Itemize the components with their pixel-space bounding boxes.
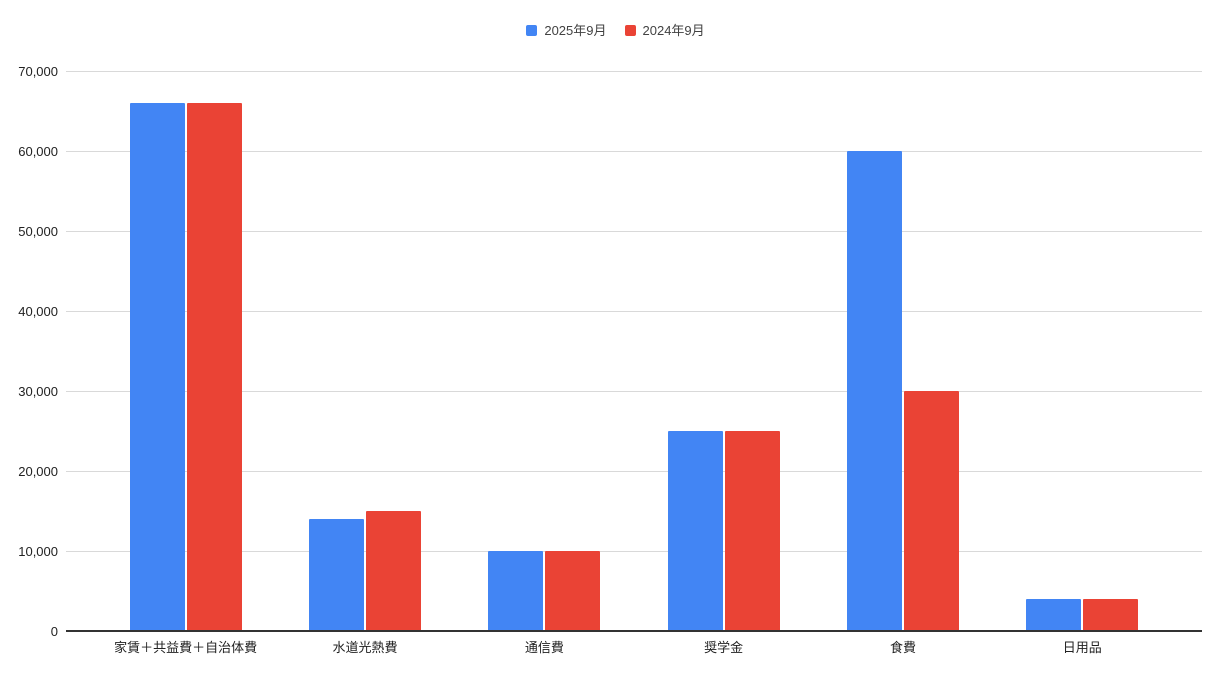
y-axis-tick-label: 70,000 bbox=[18, 64, 58, 79]
y-axis-tick-label: 30,000 bbox=[18, 384, 58, 399]
x-axis-category-label: 奨学金 bbox=[704, 640, 744, 655]
x-axis-category-label: 食費 bbox=[889, 640, 916, 655]
bar-group-家賃＋共益費＋自治体費 bbox=[96, 71, 275, 631]
plot-area bbox=[66, 71, 1202, 632]
bar-2025年9月-日用品[interactable] bbox=[1026, 599, 1082, 631]
bar-2024年9月-食費[interactable] bbox=[903, 391, 959, 631]
x-axis-category-label: 家賃＋共益費＋自治体費 bbox=[114, 640, 258, 655]
y-axis-tick-label: 20,000 bbox=[18, 464, 58, 479]
bar-group-水道光熱費 bbox=[275, 71, 454, 631]
bar-2024年9月-奨学金[interactable] bbox=[724, 431, 780, 631]
gridline-60,000 bbox=[66, 151, 1202, 152]
y-axis-tick-label: 50,000 bbox=[18, 224, 58, 239]
legend-swatch-icon bbox=[624, 25, 636, 36]
gridline-50,000 bbox=[66, 231, 1202, 232]
gridline-40,000 bbox=[66, 311, 1202, 312]
y-axis-tick-label: 10,000 bbox=[18, 544, 58, 559]
bar-2024年9月-通信費[interactable] bbox=[545, 551, 601, 631]
legend: 2025年9月 2024年9月 bbox=[0, 24, 1231, 37]
bar-group-通信費 bbox=[455, 71, 634, 631]
bar-2025年9月-奨学金[interactable] bbox=[667, 431, 723, 631]
legend-item-2025年9月: 2025年9月 bbox=[526, 23, 607, 38]
y-axis-tick-label: 60,000 bbox=[18, 144, 58, 159]
legend-item-2024年9月: 2024年9月 bbox=[624, 23, 705, 38]
x-axis-category-label: 通信費 bbox=[524, 640, 564, 655]
y-axis-tick-label: 40,000 bbox=[18, 304, 58, 319]
gridline-70,000 bbox=[66, 71, 1202, 72]
legend-swatch-icon bbox=[526, 25, 538, 36]
gridline-20,000 bbox=[66, 471, 1202, 472]
gridline-10,000 bbox=[66, 551, 1202, 552]
bar-group-日用品 bbox=[993, 71, 1172, 631]
x-axis-category-labels: 家賃＋共益費＋自治体費 水道光熱費 通信費 奨学金 食費 日用品 bbox=[66, 637, 1202, 656]
bar-group-奨学金 bbox=[634, 71, 813, 631]
gridline-30,000 bbox=[66, 391, 1202, 392]
bar-2025年9月-食費[interactable] bbox=[846, 151, 902, 631]
bar-groups bbox=[66, 71, 1202, 631]
legend-label: 2024年9月 bbox=[642, 23, 705, 38]
x-axis-category-label: 水道光熱費 bbox=[332, 640, 398, 655]
bar-2024年9月-日用品[interactable] bbox=[1083, 599, 1139, 631]
bar-group-食費 bbox=[813, 71, 992, 631]
bar-2025年9月-通信費[interactable] bbox=[488, 551, 544, 631]
bar-2024年9月-家賃＋共益費＋自治体費[interactable] bbox=[186, 103, 242, 631]
y-axis-tick-label: 0 bbox=[50, 624, 58, 639]
bar-2025年9月-家賃＋共益費＋自治体費[interactable] bbox=[129, 103, 185, 631]
legend-label: 2025年9月 bbox=[544, 23, 607, 38]
bar-2024年9月-水道光熱費[interactable] bbox=[365, 511, 421, 631]
x-axis-category-label: 日用品 bbox=[1062, 640, 1102, 655]
x-axis-line bbox=[66, 630, 1202, 632]
bar-2025年9月-水道光熱費[interactable] bbox=[308, 519, 364, 631]
